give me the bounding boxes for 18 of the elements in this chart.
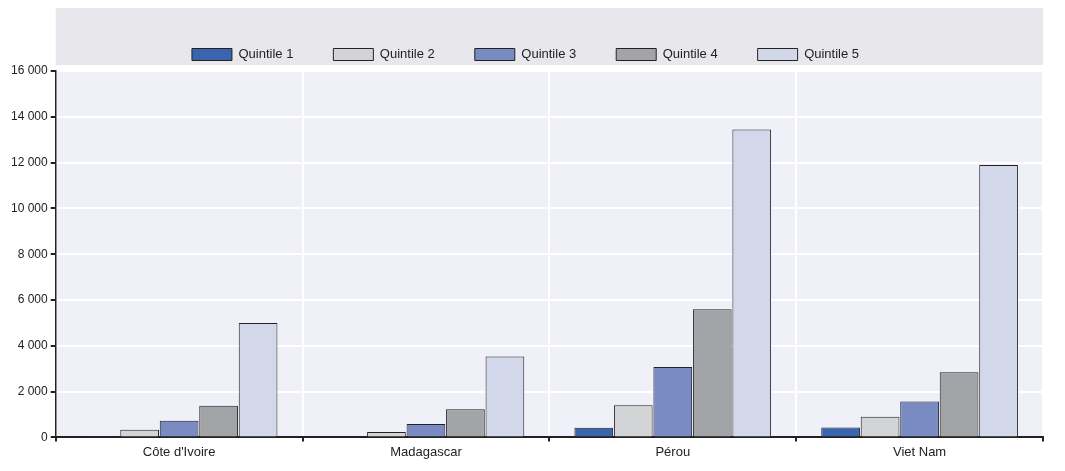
legend-label: Quintile 3 — [521, 46, 577, 62]
y-tick-label: 14 000 — [11, 109, 49, 124]
y-tick-label: 2 000 — [17, 383, 49, 398]
y-tick-label: 10 000 — [11, 200, 49, 215]
y-tick-label: 12 000 — [11, 154, 49, 169]
legend-label: Quintile 4 — [662, 46, 718, 62]
x-tick-label: Viet Nam — [892, 443, 947, 459]
y-tick-label: 0 — [41, 429, 49, 444]
y-tick-label: 16 000 — [11, 63, 49, 78]
legend-label: Quintile 1 — [238, 46, 294, 62]
y-tick-label: 6 000 — [17, 292, 49, 307]
x-tick-label: Madagascar — [390, 443, 463, 459]
legend-label: Quintile 2 — [379, 46, 435, 62]
x-tick-label: Pérou — [655, 443, 691, 459]
x-tick-label: Côte d'Ivoire — [142, 443, 216, 459]
y-tick-label: 8 000 — [17, 246, 49, 261]
legend-label: Quintile 5 — [804, 46, 860, 62]
y-tick-label: 4 000 — [17, 338, 49, 353]
